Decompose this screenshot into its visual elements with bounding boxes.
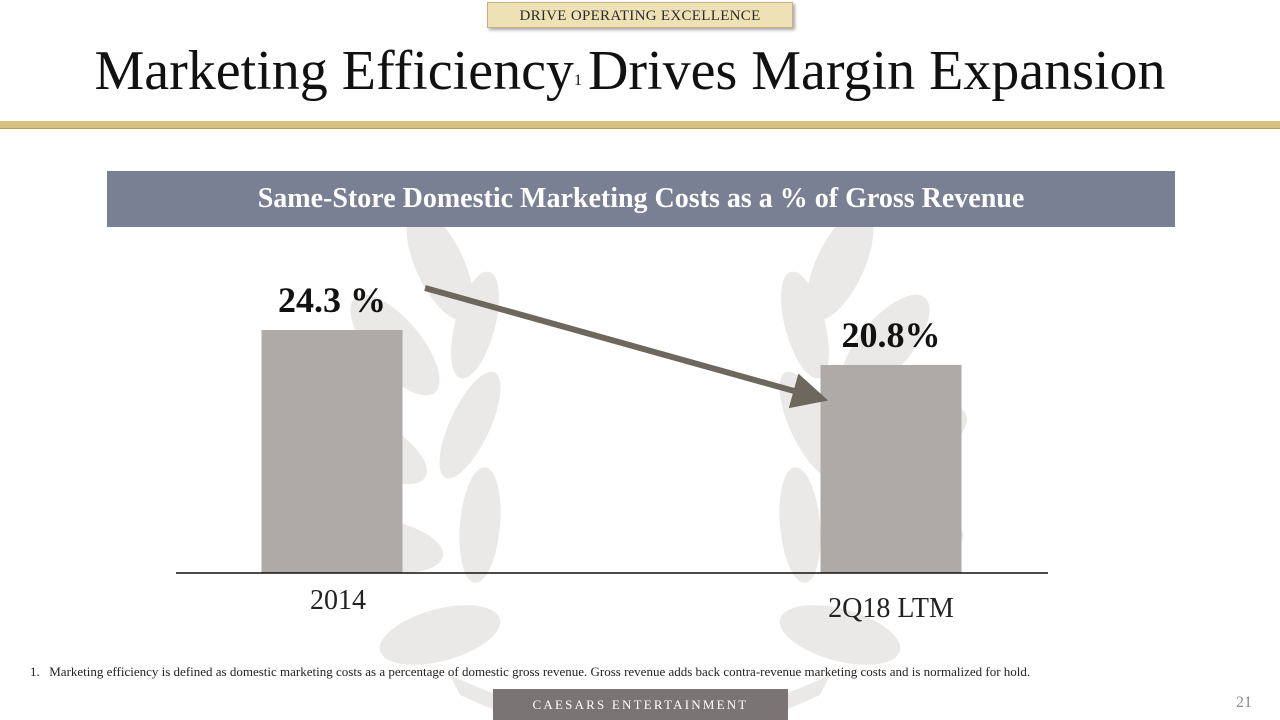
title-main: Marketing Efficiency — [94, 40, 574, 102]
page-number: 21 — [1236, 694, 1252, 711]
data-label: 20.8% — [842, 315, 941, 355]
title-divider — [0, 121, 1280, 128]
footnote-text: Marketing efficiency is defined as domes… — [49, 664, 1031, 679]
page-title: Marketing Efficiency1 Drives Margin Expan… — [0, 36, 1260, 106]
bar-2014 — [261, 330, 403, 573]
bar-chart: 24.3 % 2014 20.8% 2Q18 LTM — [176, 280, 1048, 624]
footnote: 1. Marketing efficiency is defined as do… — [30, 664, 1230, 680]
category-label: 2Q18 LTM — [828, 593, 954, 624]
data-label: 24.3 % — [278, 280, 386, 320]
brand-footer: CAESARS ENTERTAINMENT — [493, 689, 788, 720]
bar-2q18-ltm — [820, 365, 962, 573]
title-footnote-marker: 1 — [573, 72, 582, 89]
title-divider-shadow — [0, 128, 1280, 129]
chart-title: Same-Store Domestic Marketing Costs as a… — [107, 171, 1175, 227]
trend-arrow — [424, 285, 829, 409]
title-rest: Drives Margin Expansion — [587, 40, 1166, 102]
category-label: 2014 — [310, 585, 366, 616]
footnote-number: 1. — [30, 664, 40, 679]
section-badge: DRIVE OPERATING EXCELLENCE — [487, 2, 793, 28]
